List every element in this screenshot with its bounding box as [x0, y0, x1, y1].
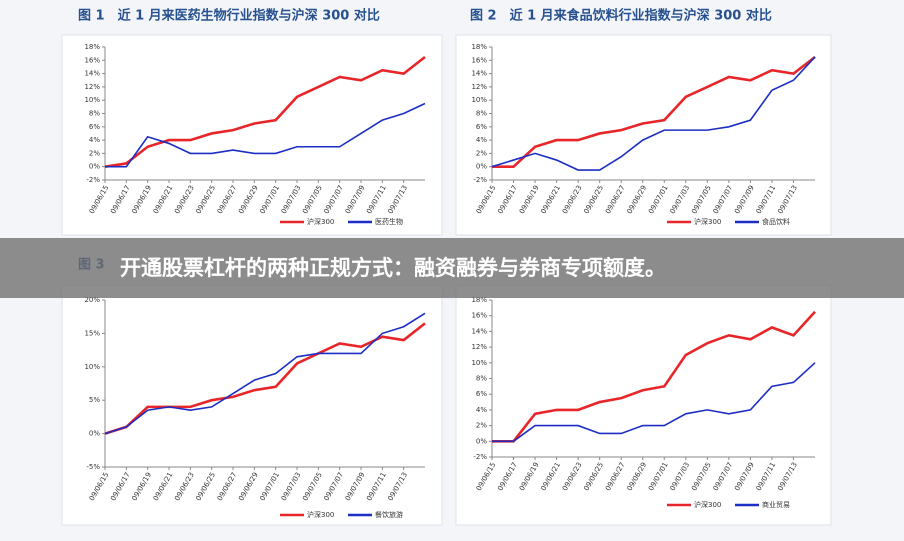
- banner: 开通股票杠杆的两种正规方式：融资融券与券商专项额度。: [0, 238, 904, 298]
- y-tick-label: 15%: [84, 329, 100, 337]
- y-tick-label: 18%: [471, 296, 487, 304]
- chart-title: 图 1 近 1 月来医药生物行业指数与沪深 300 对比: [78, 8, 380, 24]
- y-tick-label: 6%: [89, 123, 100, 131]
- y-tick-label: -2%: [473, 176, 487, 184]
- legend-label: 食品饮料: [762, 217, 790, 226]
- y-tick-label: 0%: [476, 437, 487, 445]
- y-tick-label: 4%: [476, 406, 487, 414]
- y-tick-label: 12%: [471, 343, 487, 351]
- y-tick-label: 8%: [476, 375, 487, 383]
- series-line: [492, 362, 816, 443]
- series-line: [104, 55, 426, 168]
- legend-label: 商业贸易: [762, 500, 790, 509]
- y-tick-label: 2%: [476, 149, 487, 157]
- y-tick-label: 5%: [89, 396, 100, 404]
- legend-label: 沪深300: [307, 217, 334, 226]
- legend-label: 餐饮旅游: [375, 510, 403, 519]
- series-line: [492, 55, 816, 168]
- y-tick-label: -5%: [86, 463, 100, 471]
- y-tick-label: 8%: [89, 110, 100, 118]
- y-tick-label: 20%: [84, 296, 100, 304]
- y-tick-label: 14%: [471, 327, 487, 335]
- y-tick-label: 10%: [84, 363, 100, 371]
- legend-label: 沪深300: [694, 500, 721, 509]
- legend-label: 沪深300: [307, 510, 334, 519]
- y-tick-label: 18%: [84, 43, 100, 51]
- y-tick-label: 10%: [471, 359, 487, 367]
- series-line: [104, 322, 426, 435]
- series-line: [105, 102, 426, 168]
- y-tick-label: 16%: [471, 56, 487, 64]
- y-tick-label: 12%: [84, 83, 100, 91]
- panel: [455, 284, 832, 526]
- y-tick-label: 18%: [471, 43, 487, 51]
- y-tick-label: 12%: [471, 83, 487, 91]
- y-tick-label: 0%: [89, 430, 100, 438]
- y-tick-label: 6%: [476, 123, 487, 131]
- y-tick-label: 4%: [476, 136, 487, 144]
- y-tick-label: 0%: [89, 163, 100, 171]
- panel: [455, 34, 832, 236]
- legend-label: 医药生物: [375, 217, 403, 226]
- y-tick-label: 6%: [476, 390, 487, 398]
- y-tick-label: 2%: [476, 422, 487, 430]
- y-tick-label: -2%: [473, 453, 487, 461]
- y-tick-label: 10%: [84, 96, 100, 104]
- chart-title: 图 2 近 1 月来食品饮料行业指数与沪深 300 对比: [470, 8, 772, 24]
- y-tick-label: 0%: [476, 163, 487, 171]
- series-line: [104, 312, 426, 435]
- y-tick-label: 16%: [471, 312, 487, 320]
- series-line: [492, 310, 816, 443]
- legend-label: 沪深300: [694, 217, 721, 226]
- panel: [61, 34, 443, 236]
- y-tick-label: 10%: [471, 96, 487, 104]
- y-tick-label: 14%: [84, 70, 100, 78]
- y-tick-label: 4%: [89, 136, 100, 144]
- y-tick-label: 14%: [471, 70, 487, 78]
- y-tick-label: 8%: [476, 110, 487, 118]
- y-tick-label: -2%: [86, 176, 100, 184]
- series-line: [491, 56, 816, 171]
- y-tick-label: 2%: [89, 149, 100, 157]
- y-tick-label: 16%: [84, 56, 100, 64]
